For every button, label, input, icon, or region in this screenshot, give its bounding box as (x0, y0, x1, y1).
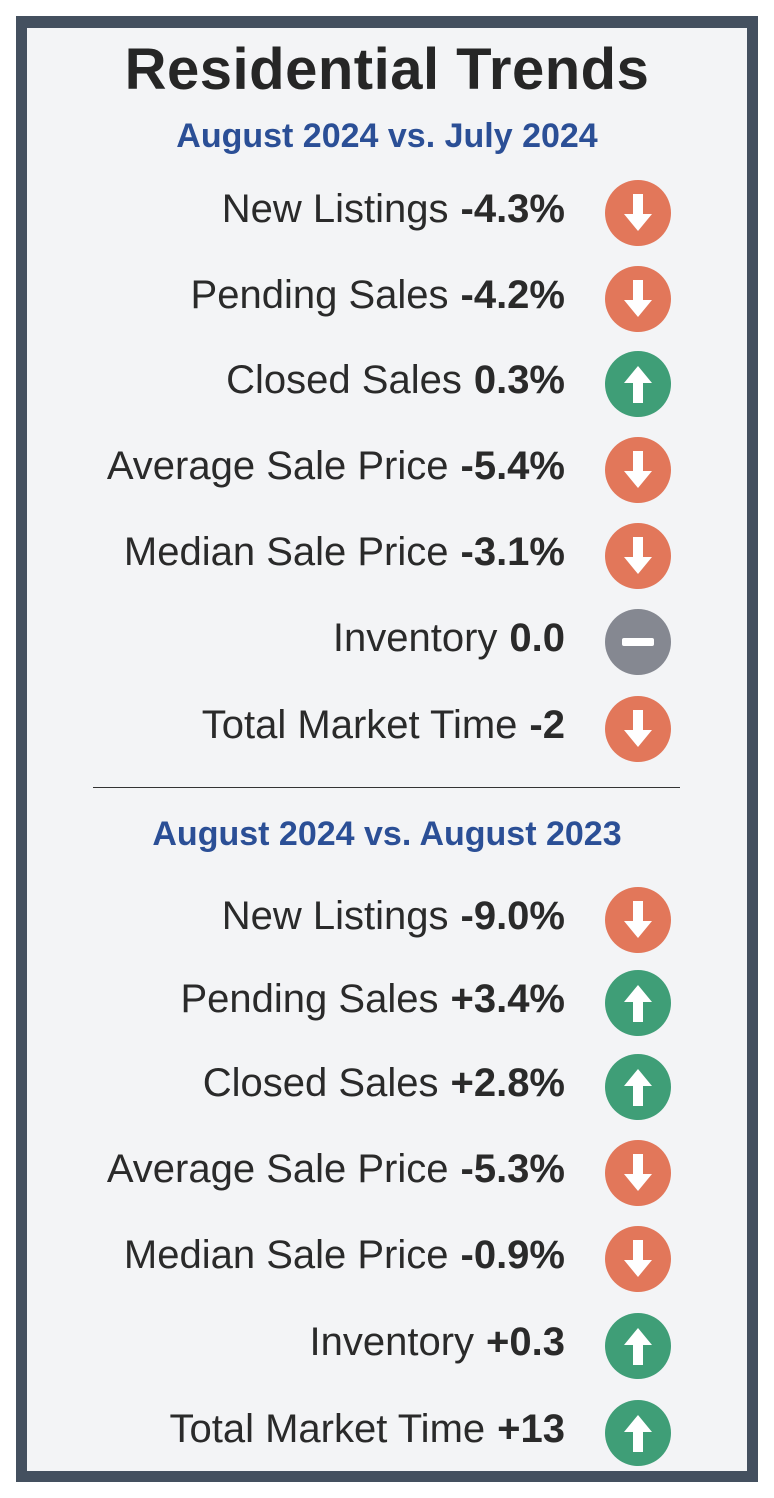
arrow-down-icon (605, 887, 671, 953)
arrow-down-icon (605, 180, 671, 246)
metric-label: Median Sale Price (123, 1233, 449, 1277)
metric-label: Closed Sales (202, 1061, 439, 1105)
metric-row: Total Market Time -2 (40, 701, 565, 749)
metric-label: New Listings (221, 894, 449, 938)
metric-value: -2 (529, 703, 565, 747)
metric-label: New Listings (221, 187, 449, 231)
metric-label: Average Sale Price (106, 1147, 449, 1191)
metric-value: -3.1% (460, 530, 566, 574)
metric-label: Average Sale Price (106, 444, 449, 488)
arrow-up-icon (605, 1313, 671, 1379)
section-divider (93, 787, 680, 788)
metric-label: Inventory (309, 1320, 475, 1364)
metric-label: Total Market Time (201, 703, 518, 747)
page-title: Residential Trends (124, 37, 650, 102)
arrow-down-icon (605, 1140, 671, 1206)
metric-value: +3.4% (450, 977, 565, 1021)
metric-row: Total Market Time +13 (40, 1405, 565, 1453)
metric-row: Average Sale Price -5.4% (40, 442, 565, 490)
metric-row: Inventory 0.0 (40, 614, 565, 662)
metric-label: Total Market Time (169, 1407, 486, 1451)
arrow-up-icon (605, 1400, 671, 1466)
section-2-subtitle: August 2024 vs. August 2023 (152, 815, 622, 853)
arrow-down-icon (605, 696, 671, 762)
metric-value: +2.8% (450, 1061, 565, 1105)
arrow-down-icon (605, 523, 671, 589)
metric-value: +0.3 (486, 1320, 565, 1364)
metric-row: Pending Sales -4.2% (40, 271, 565, 319)
metric-row: Closed Sales 0.3% (40, 356, 565, 404)
metric-row: Pending Sales +3.4% (40, 975, 566, 1023)
metric-label: Inventory (332, 616, 498, 660)
arrow-up-icon (605, 1054, 671, 1120)
metric-row: Median Sale Price -3.1% (40, 528, 565, 576)
metric-value: -4.2% (460, 273, 566, 317)
arrow-down-icon (605, 437, 671, 503)
section-1-subtitle: August 2024 vs. July 2024 (176, 117, 598, 155)
metric-label: Median Sale Price (123, 530, 449, 574)
arrow-up-icon (605, 351, 671, 417)
metric-value: 0.3% (473, 358, 565, 402)
metric-value: -9.0% (460, 894, 566, 938)
arrow-down-icon (605, 266, 671, 332)
metric-row: Inventory +0.3 (40, 1318, 566, 1366)
metric-label: Pending Sales (190, 273, 449, 317)
metric-value: -5.4% (460, 444, 566, 488)
arrow-down-icon (605, 1226, 671, 1292)
minus-icon (605, 609, 671, 675)
metric-row: New Listings -4.3% (40, 185, 565, 233)
metric-label: Closed Sales (226, 358, 462, 402)
metric-row: New Listings -9.0% (40, 892, 565, 940)
metric-label: Pending Sales (180, 977, 439, 1021)
metric-row: Median Sale Price -0.9% (40, 1231, 565, 1279)
metric-value: +13 (497, 1407, 565, 1451)
metric-row: Closed Sales +2.8% (40, 1059, 565, 1107)
metric-value: -0.9% (460, 1233, 566, 1277)
metric-row: Average Sale Price -5.3% (40, 1145, 565, 1193)
metric-value: -5.3% (460, 1147, 566, 1191)
metric-value: -4.3% (460, 187, 566, 231)
metric-value: 0.0 (509, 616, 565, 660)
arrow-up-icon (605, 970, 671, 1036)
